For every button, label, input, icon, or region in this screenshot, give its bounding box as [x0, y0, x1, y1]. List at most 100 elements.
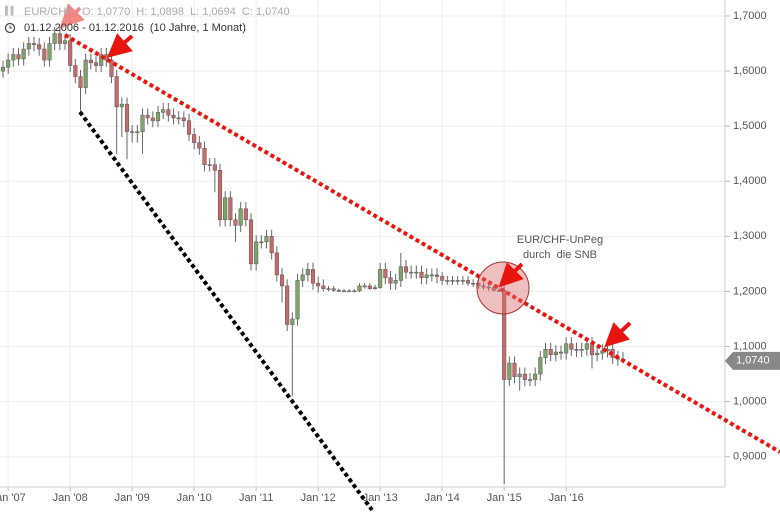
x-tick-label: Jan '11 [239, 492, 273, 504]
candle-body [533, 373, 538, 380]
candle-body [181, 117, 186, 121]
ohlc-value: C: 1,0740 [242, 6, 290, 18]
candle-body [207, 164, 212, 166]
candle-body [388, 277, 393, 284]
candle-body [305, 269, 310, 276]
trend-line-black [78, 110, 374, 512]
candle-body [285, 285, 290, 325]
candle-body [352, 290, 357, 293]
candle-body [471, 282, 476, 285]
x-tick-label: Jan '07 [0, 492, 26, 504]
candle-body [228, 197, 233, 221]
unpeg-circle [476, 261, 530, 315]
candle-body [135, 131, 140, 133]
candle-body [574, 349, 579, 351]
candle-body [114, 76, 119, 108]
candle-body [73, 65, 78, 77]
candle-body [455, 280, 460, 282]
candle-body [522, 373, 527, 380]
arrow [604, 321, 632, 348]
candle-body [434, 274, 440, 277]
x-tick-label: Jan '12 [301, 492, 336, 504]
candle-body [584, 343, 589, 350]
candle-body [37, 44, 42, 50]
candle-body [486, 286, 491, 289]
candle-body [243, 208, 248, 221]
symbol: EUR/CHF [24, 6, 73, 18]
candle-body [161, 109, 166, 113]
candle-body [47, 43, 52, 61]
y-tick-label: 0,9000 [733, 451, 767, 463]
candle-body [321, 285, 326, 289]
candle-body [223, 197, 228, 221]
candle-body [543, 349, 548, 358]
arrow [59, 3, 85, 29]
x-tick-label: Jan '09 [115, 492, 150, 504]
candle-body [548, 349, 553, 356]
candle-body [26, 43, 31, 50]
annotation: durch die SNB [523, 249, 597, 261]
candle-body [264, 236, 269, 243]
candle-body [398, 266, 403, 281]
candle-body [6, 59, 11, 68]
candle-body [11, 54, 16, 61]
y-tick-label: 1,7000 [733, 10, 767, 22]
candle-body [331, 288, 336, 291]
candle-body [481, 285, 486, 288]
x-tick-label: Jan '14 [425, 492, 460, 504]
candle-body [274, 252, 279, 276]
candle-body [62, 40, 68, 44]
candle-body [378, 269, 383, 288]
candle-body [31, 43, 37, 45]
candle-body [212, 164, 217, 171]
price-tag-label: 1,0740 [736, 355, 770, 367]
candle-body [569, 343, 574, 350]
ohlc-value: L: 1,0694 [190, 6, 236, 18]
candle-body [512, 362, 517, 378]
annotation: EUR/CHF-UnPeg [517, 234, 603, 246]
candle-body [279, 274, 285, 287]
date-range: 01.12.2006 - 01.12.2016 (10 Jahre, 1 Mona… [24, 22, 246, 34]
candle-body [248, 219, 254, 265]
candle-body [140, 114, 145, 132]
candle-body [372, 287, 378, 289]
candle-body [192, 134, 197, 143]
candle-body [558, 351, 564, 354]
x-tick-label: Jan '16 [549, 492, 584, 504]
candle-body [42, 48, 47, 61]
candle-body [197, 142, 202, 149]
candle-body [393, 280, 398, 284]
candle-body [52, 33, 57, 44]
candle-body [362, 285, 367, 288]
candle-body [124, 103, 130, 132]
candle-body [21, 48, 26, 60]
candle-body [564, 343, 569, 354]
candle-body [68, 40, 73, 66]
candle-body [233, 219, 238, 226]
y-tick-label: 1,6000 [733, 65, 767, 77]
candle-body [465, 280, 471, 284]
clock-hand [9, 25, 12, 29]
candle-body [150, 117, 155, 121]
candle-body [217, 169, 223, 221]
candle-body [445, 280, 450, 282]
candle-body [99, 54, 104, 66]
candle-body [491, 287, 496, 291]
candle-body [300, 274, 305, 281]
candle-body [595, 352, 600, 356]
candle-body [341, 290, 347, 293]
candle-body [517, 373, 522, 378]
candle-body [476, 282, 481, 287]
y-tick-label: 1,4000 [733, 175, 767, 187]
candle-body [310, 269, 316, 284]
candle-body [186, 120, 192, 135]
candle-body [589, 343, 595, 356]
header: EUR/CHF O: 1,0770 H: 1,0898 L: 1,0694 C: 1,… [24, 6, 290, 18]
candle-body [254, 241, 259, 265]
candle-body [290, 318, 295, 325]
candle-body [403, 266, 409, 273]
candle-body [0, 66, 6, 72]
y-tick-label: 1,5000 [733, 120, 767, 132]
ohlc-value: H: 1,0898 [136, 6, 184, 18]
candle-body [553, 351, 558, 356]
